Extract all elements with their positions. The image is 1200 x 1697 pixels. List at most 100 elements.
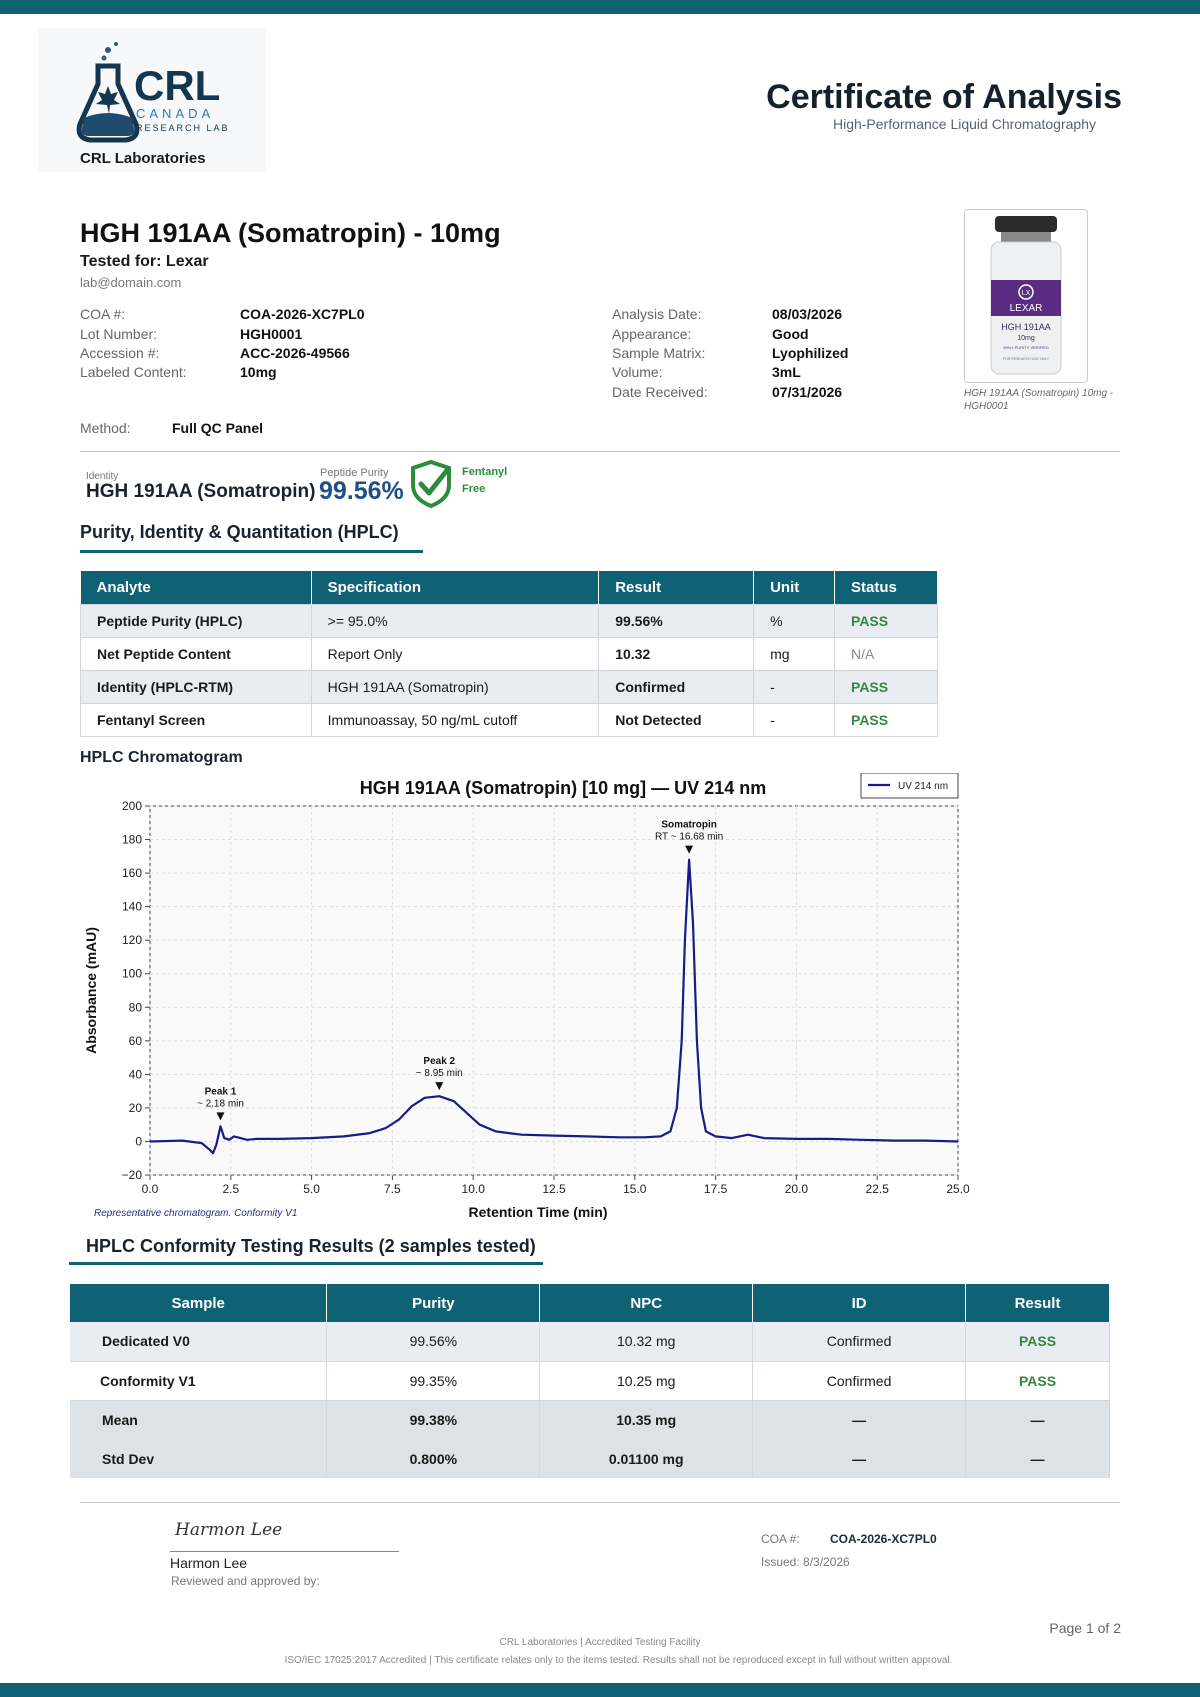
- table-cell: —: [965, 1400, 1110, 1439]
- legend-label: UV 214 nm: [898, 781, 948, 792]
- tested-for: Tested for: Lexar: [80, 253, 209, 270]
- detail-label: Labeled Content:: [80, 364, 187, 380]
- table-cell: 10.32: [598, 636, 755, 671]
- y-tick-label: 40: [129, 1067, 143, 1081]
- table-cell: 0.01100 mg: [539, 1439, 754, 1478]
- table-cell: Confirmed: [598, 669, 755, 704]
- section-underline: [69, 1262, 543, 1265]
- peak-marker: [685, 845, 694, 854]
- vial-product: HGH 191AA: [1001, 322, 1051, 332]
- status-badge: PASS: [965, 1322, 1110, 1362]
- table-cell: 0.800%: [326, 1439, 541, 1478]
- x-tick-label: 25.0: [946, 1182, 970, 1196]
- signer-name: Harmon Lee: [170, 1555, 248, 1571]
- hplc-chromatogram: 0.0 2.5 5.0 7.5 10.0 12.5 15.0 17.5 20.0 22.5 25.0…: [72, 772, 974, 1225]
- certificate-subtitle: High-Performance Liquid Chromatography: [832, 116, 1096, 132]
- chart-footnote: Representative chromatogram. Conformity …: [94, 1208, 297, 1219]
- detail-value: Lyophilized: [772, 345, 849, 361]
- table-row: Conformity V1 99.35% 10.25 mg Confirmed …: [70, 1361, 1110, 1401]
- issued-date: Issued: 8/3/2026: [761, 1555, 850, 1569]
- table-cell: Report Only: [310, 636, 600, 671]
- table-cell: HGH 191AA (Somatropin): [310, 669, 600, 704]
- identity-value: HGH 191AA (Somatropin): [86, 481, 316, 502]
- purity-value: 99.56%: [319, 477, 404, 505]
- detail-label: Volume:: [612, 364, 663, 380]
- table-cell: 10.35 mg: [539, 1400, 754, 1439]
- column-header: Analyte: [80, 571, 312, 604]
- table-cell: mg: [753, 636, 836, 671]
- table-cell: 10.25 mg: [539, 1361, 754, 1401]
- logo-text-country: CANADA: [136, 106, 214, 121]
- detail-label: COA #:: [80, 306, 126, 322]
- peak-annotation-title: Peak 2: [423, 1056, 455, 1067]
- y-tick-label: 200: [122, 799, 142, 813]
- vial-footer: FOR RESEARCH USE ONLY: [1003, 357, 1050, 361]
- table-cell: —: [965, 1439, 1110, 1478]
- x-tick-label: 7.5: [384, 1182, 401, 1196]
- conformity-title: HPLC Conformity Testing Results (2 sampl…: [86, 1236, 536, 1256]
- x-tick-label: 15.0: [623, 1182, 647, 1196]
- x-tick-label: 22.5: [866, 1182, 890, 1196]
- table-row: Peptide Purity (HPLC) >= 95.0% 99.56% % …: [80, 603, 938, 638]
- table-cell: %: [753, 603, 836, 638]
- y-tick-label: 120: [122, 933, 142, 947]
- signature-line: [170, 1551, 399, 1552]
- x-tick-label: 10.0: [462, 1182, 486, 1196]
- table-row: Net Peptide Content Report Only 10.32 mg…: [80, 636, 938, 671]
- logo-text-sub: RESEARCH LAB: [136, 123, 230, 133]
- table-cell: —: [752, 1439, 967, 1478]
- y-tick-label: 80: [129, 1000, 143, 1014]
- table-cell: 99.56%: [598, 603, 755, 638]
- table-cell: -: [753, 702, 836, 737]
- x-tick-label: 20.0: [785, 1182, 809, 1196]
- y-tick-label: 180: [122, 833, 142, 847]
- table-cell: 99.35%: [326, 1361, 541, 1401]
- purity-label: Peptide Purity: [320, 467, 389, 479]
- detail-value: 3mL: [772, 364, 801, 380]
- fentanyl-label: Fentanyl: [462, 466, 508, 478]
- detail-value: 10mg: [240, 364, 277, 380]
- peak-annotation-title: Somatropin: [661, 820, 717, 831]
- peak-annotation-text: ~ 8.95 min: [416, 1068, 463, 1079]
- divider: [80, 451, 1120, 452]
- page-number: Page 1 of 2: [1049, 1620, 1121, 1636]
- y-tick-label: 140: [122, 900, 142, 914]
- vial-monogram: LX: [1022, 290, 1031, 297]
- column-header: Purity: [326, 1284, 541, 1322]
- detail-value: ACC-2026-49566: [240, 345, 350, 361]
- x-tick-label: 2.5: [222, 1182, 239, 1196]
- footer-coa-label: COA #:: [761, 1532, 800, 1546]
- method-value: Full QC Panel: [172, 420, 264, 436]
- detail-label: Date Received:: [612, 384, 708, 400]
- lab-name: CRL Laboratories: [80, 150, 206, 167]
- top-accent-bar: [0, 0, 1200, 14]
- column-header: Sample: [70, 1284, 328, 1322]
- table-cell: 10.32 mg: [539, 1322, 754, 1362]
- detail-value: HGH0001: [240, 326, 303, 342]
- column-header: Result: [598, 571, 755, 604]
- vial-brand: LEXAR: [1010, 303, 1043, 314]
- mean-row: Mean 99.38% 10.35 mg — —: [70, 1400, 1110, 1439]
- x-tick-label: 17.5: [704, 1182, 728, 1196]
- hplc-results-table: Analyte Specification Result Unit Status…: [80, 571, 938, 737]
- column-header: NPC: [539, 1284, 754, 1322]
- detail-value: Good: [772, 326, 809, 342]
- table-row: Fentanyl Screen Immunoassay, 50 ng/mL cu…: [80, 702, 938, 737]
- status-badge: PASS: [834, 603, 938, 638]
- table-row: Identity (HPLC-RTM) HGH 191AA (Somatropi…: [80, 669, 938, 704]
- peak-annotation-text: RT ~ 16.68 min: [655, 832, 723, 843]
- peak-marker: [435, 1082, 444, 1091]
- vial-verified: 99%+ PURITY VERIFIED: [1003, 345, 1049, 350]
- detail-label: Appearance:: [612, 326, 692, 342]
- y-axis-label: Absorbance (mAU): [83, 927, 99, 1054]
- peak-marker: [216, 1112, 225, 1121]
- identity-label: Identity: [86, 471, 119, 482]
- certificate-title: Certificate of Analysis: [766, 78, 1122, 116]
- column-header: Unit: [753, 571, 836, 604]
- fentanyl-free-label: Free: [462, 483, 486, 495]
- table-cell: Identity (HPLC-RTM): [80, 669, 312, 704]
- column-header: Result: [965, 1284, 1110, 1322]
- table-cell: 99.56%: [326, 1322, 541, 1362]
- table-header-row: Sample Purity NPC ID Result: [70, 1284, 1110, 1322]
- table-cell: >= 95.0%: [310, 603, 600, 638]
